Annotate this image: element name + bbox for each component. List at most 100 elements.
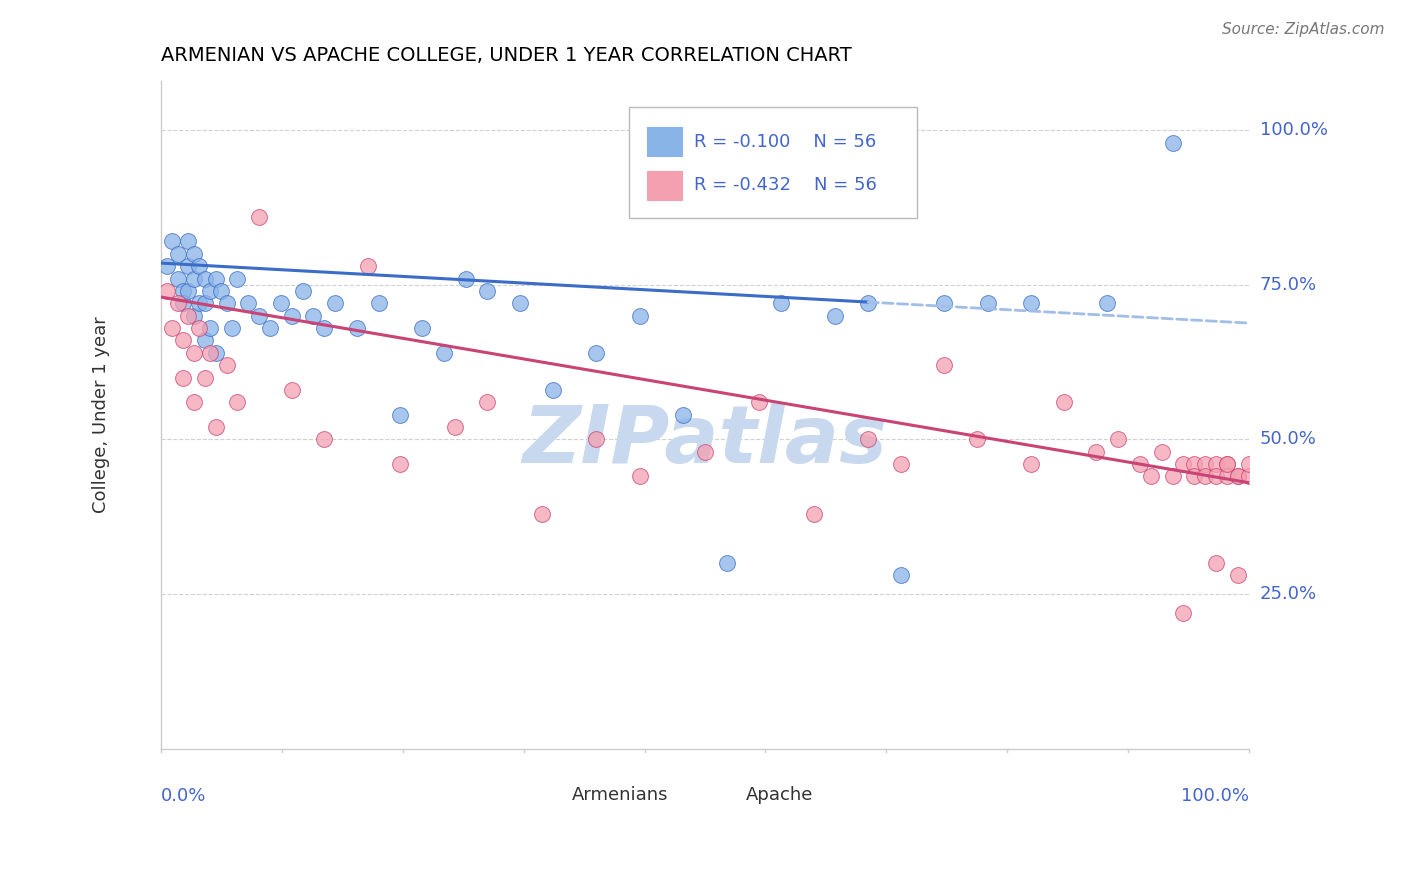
Point (215, 296, 238, 310)
Point (934, 358, 956, 372)
Point (156, 259, 179, 273)
Bar (647, 170, 682, 200)
Point (1205, 556, 1227, 570)
Text: 0.0%: 0.0% (162, 788, 207, 805)
Point (172, 296, 194, 310)
Point (1019, 296, 1042, 310)
Point (177, 309, 200, 323)
Point (1085, 444, 1108, 458)
Point (433, 345, 456, 359)
Point (166, 296, 188, 310)
Point (166, 247, 188, 261)
Point (1194, 457, 1216, 471)
Point (280, 309, 302, 323)
Point (357, 259, 380, 273)
Text: 75.0%: 75.0% (1260, 276, 1317, 293)
Point (172, 370, 194, 384)
Text: Apache: Apache (747, 787, 814, 805)
Point (177, 235, 200, 249)
Point (1226, 469, 1249, 483)
Point (183, 395, 205, 409)
Point (160, 235, 183, 249)
Point (509, 296, 531, 310)
Point (323, 296, 346, 310)
Point (346, 321, 368, 335)
Point (966, 433, 988, 447)
Point (530, 507, 553, 521)
Point (1150, 444, 1173, 458)
Point (477, 395, 499, 409)
Point (628, 469, 651, 483)
Point (454, 271, 477, 285)
Text: 50.0%: 50.0% (1260, 430, 1316, 449)
Point (204, 345, 226, 359)
Point (856, 433, 879, 447)
Point (803, 507, 825, 521)
Point (1226, 568, 1249, 582)
Point (444, 420, 467, 434)
Point (166, 271, 188, 285)
Text: R = -0.100    N = 56: R = -0.100 N = 56 (695, 133, 876, 151)
Point (672, 408, 695, 422)
Point (770, 296, 793, 310)
Point (824, 309, 846, 323)
Point (1019, 457, 1042, 471)
Point (389, 408, 412, 422)
Point (1173, 457, 1195, 471)
Point (226, 271, 249, 285)
Point (1237, 469, 1260, 483)
Point (890, 457, 912, 471)
Point (247, 309, 270, 323)
Point (204, 420, 226, 434)
Point (1205, 457, 1227, 471)
Point (156, 284, 179, 298)
Point (693, 444, 716, 458)
Point (1129, 457, 1152, 471)
Point (188, 259, 211, 273)
Point (411, 321, 433, 335)
Point (1182, 457, 1205, 471)
Point (183, 309, 205, 323)
Point (204, 271, 226, 285)
FancyBboxPatch shape (628, 107, 917, 218)
Point (172, 334, 194, 348)
Point (183, 271, 205, 285)
Point (247, 210, 270, 224)
Text: R = -0.432    N = 56: R = -0.432 N = 56 (695, 177, 877, 194)
Text: 25.0%: 25.0% (1260, 585, 1317, 603)
Point (1053, 395, 1076, 409)
Point (934, 296, 956, 310)
Point (172, 284, 194, 298)
Point (291, 284, 314, 298)
Point (259, 321, 281, 335)
Point (389, 457, 412, 471)
Point (1161, 136, 1184, 150)
Point (198, 321, 221, 335)
Point (585, 433, 607, 447)
Point (177, 259, 200, 273)
Point (541, 383, 564, 397)
Point (1216, 457, 1239, 471)
Point (194, 271, 217, 285)
Text: ARMENIAN VS APACHE COLLEGE, UNDER 1 YEAR CORRELATION CHART: ARMENIAN VS APACHE COLLEGE, UNDER 1 YEAR… (162, 46, 852, 65)
Point (198, 284, 221, 298)
Point (477, 284, 499, 298)
Bar (541, 786, 565, 805)
Point (1194, 469, 1216, 483)
Point (194, 296, 217, 310)
Point (585, 345, 607, 359)
Point (183, 345, 205, 359)
Point (270, 296, 292, 310)
Point (215, 358, 238, 372)
Point (748, 395, 770, 409)
Point (194, 334, 217, 348)
Text: College, Under 1 year: College, Under 1 year (93, 317, 111, 513)
Point (1226, 469, 1249, 483)
Point (188, 321, 211, 335)
Point (1216, 469, 1239, 483)
Point (238, 296, 260, 310)
Bar (647, 127, 682, 156)
Point (226, 395, 249, 409)
Point (716, 556, 738, 570)
Point (976, 296, 998, 310)
